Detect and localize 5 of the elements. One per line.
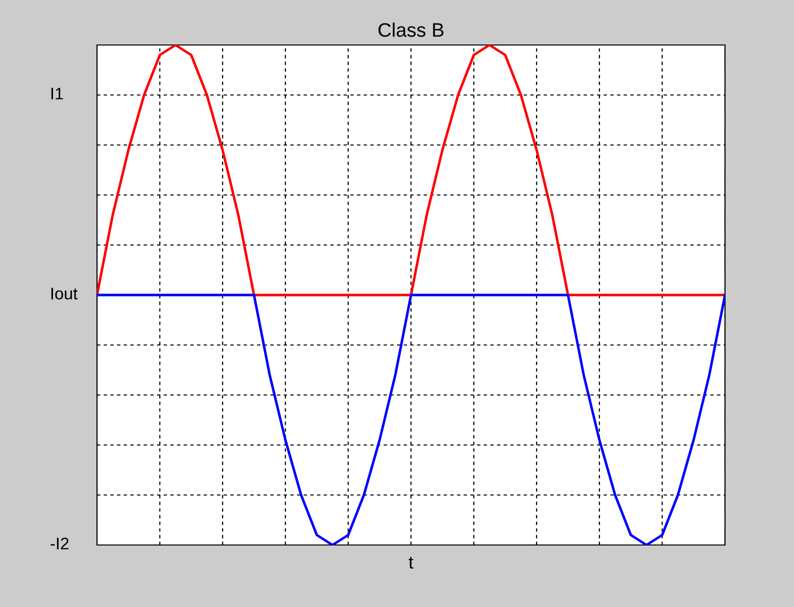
text: Iout [51,288,78,300]
chart-title: Class B [378,22,444,37]
text: I1 [51,88,63,100]
text: -I2 [50,538,69,550]
x-axis-title: t [408,556,414,569]
